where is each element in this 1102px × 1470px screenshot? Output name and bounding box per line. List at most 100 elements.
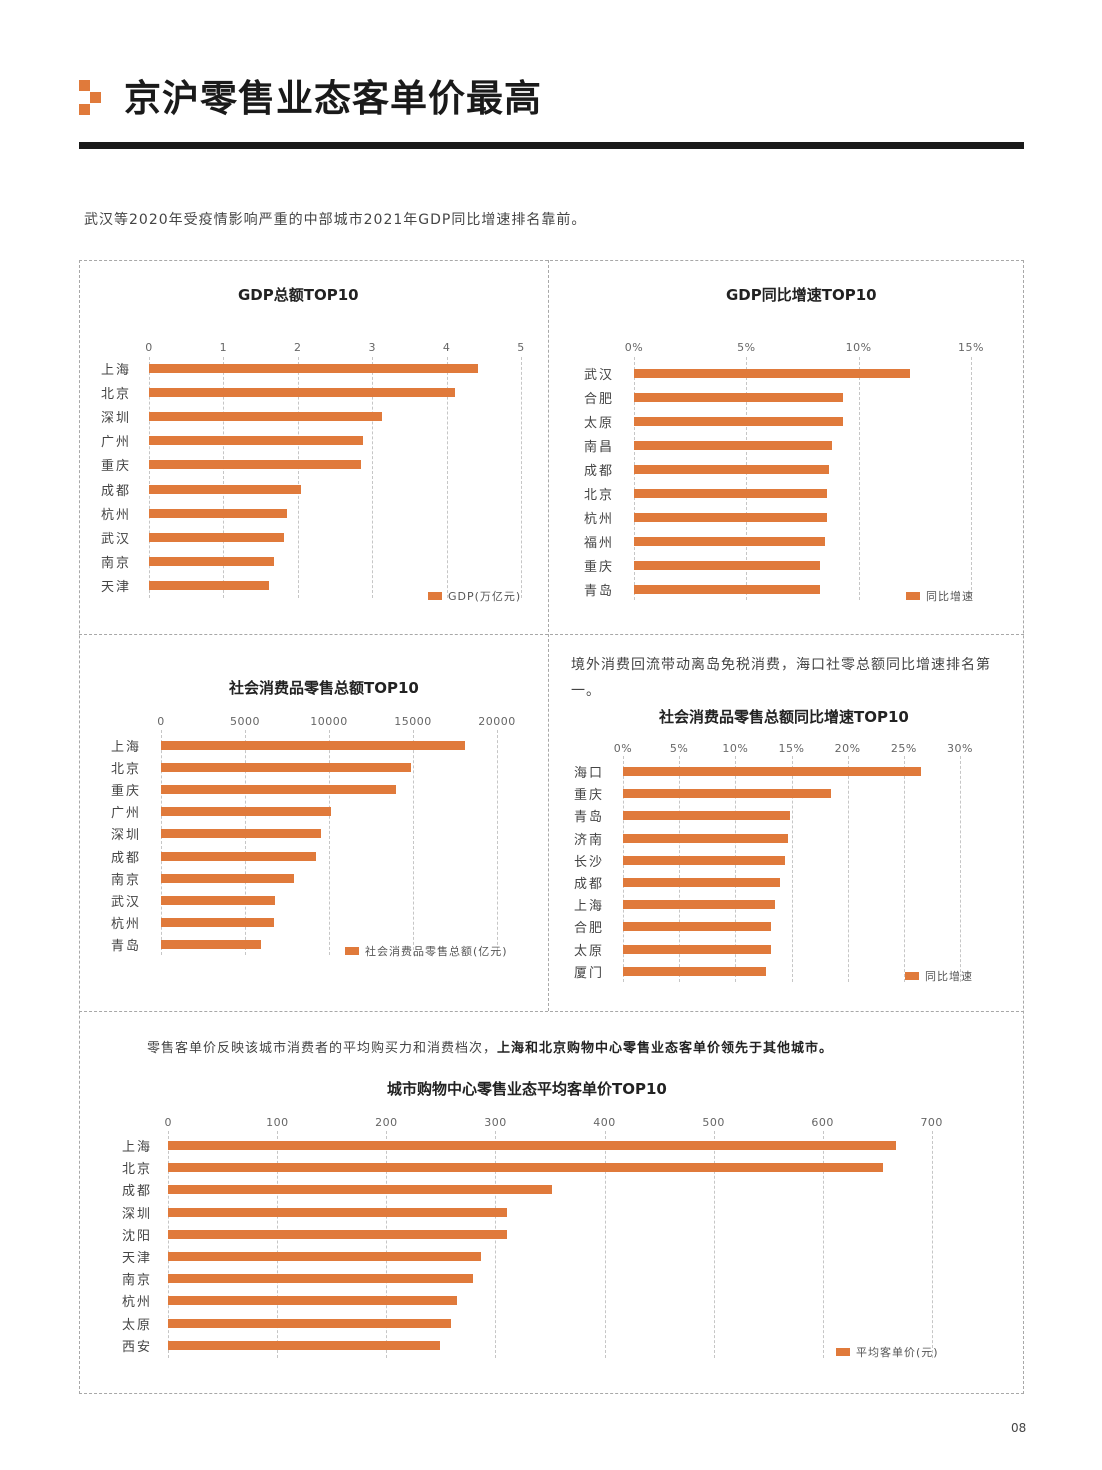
category-label: 海口 [573,766,604,781]
chart-title-retail-growth: 社会消费品零售总额同比增速TOP10 [659,708,909,726]
data-bar [168,1141,896,1150]
category-label: 西安 [121,1339,152,1355]
data-bar [634,513,828,522]
data-bar [161,939,262,949]
gridline [791,756,793,982]
chart-legend: 同比增速 [905,968,973,984]
axis-tick-label: 30% [947,742,973,755]
gridline [971,357,972,600]
legend-swatch-icon [906,592,920,600]
data-bar [168,1340,440,1350]
category-label: 重庆 [110,784,141,800]
gridline [497,730,498,955]
data-bar [623,811,791,821]
category-label: 上海 [121,1140,152,1155]
data-bar [149,460,362,470]
data-bar [161,741,465,750]
category-label: 南京 [110,872,141,888]
data-bar [168,1207,508,1217]
axis-tick-label: 700 [920,1116,943,1129]
category-label: 杭州 [583,512,614,527]
gridline [245,730,246,955]
gridline [161,730,162,955]
gridline [521,357,522,598]
note-retail-growth: 境外消费回流带动离岛免税消费，海口社零总额同比增速排名第一。 [571,657,991,699]
data-bar [623,789,831,799]
data-bar [623,767,921,776]
data-bar [149,532,284,542]
chart-title-retail-total: 社会消费品零售总额TOP10 [229,679,419,697]
data-bar [623,833,789,843]
title-divider [79,142,1024,149]
category-label: 北京 [110,762,141,778]
axis-tick-label: 100 [266,1116,289,1129]
axis-tick-label: 15% [958,341,984,354]
data-bar [634,393,843,402]
gridline [735,756,737,982]
category-label: 武汉 [110,894,141,910]
panel-divider-horizontal-2 [79,1011,1024,1012]
data-bar [149,364,478,373]
category-label: 深圳 [110,828,141,844]
gridline [931,1131,933,1358]
gridline [634,357,635,600]
axis-tick-label: 5% [669,742,689,755]
category-label: 重庆 [583,560,614,575]
category-label: 厦门 [573,965,604,981]
category-label: 合肥 [583,392,614,407]
panel-divider-vertical [548,260,549,1011]
data-bar [623,966,766,976]
axis-tick-label: 5% [737,341,756,354]
axis-tick-label: 0% [624,341,644,354]
gridline [623,756,624,982]
data-bar [168,1318,451,1328]
category-label: 南京 [121,1273,152,1289]
category-label: 成都 [110,850,141,866]
data-bar [161,895,276,905]
note-bold-text: 上海和北京购物中心零售业态客单价领先于其他城市。 [497,1041,834,1056]
category-label: 广州 [110,806,141,822]
gridline [746,357,748,600]
gridline [413,730,414,955]
axis-tick-label: 15000 [394,715,432,728]
data-bar [623,944,772,954]
data-bar [623,922,772,932]
data-bar [634,417,843,426]
category-label: 青岛 [573,810,604,826]
data-bar [149,580,269,590]
data-bar [634,441,832,450]
axis-tick-label: 0% [613,742,633,755]
chart-title-avg-ticket: 城市购物中心零售业态平均客单价TOP10 [387,1080,667,1098]
category-label: 成都 [121,1184,152,1200]
page-title: 京沪零售业态客单价最高 [124,77,542,120]
chart-legend: 平均客单价(元) [836,1344,939,1360]
data-bar [168,1274,473,1284]
axis-tick-label: 25% [890,742,917,755]
gridline [277,1131,279,1358]
data-bar [623,878,781,887]
gridline [604,1131,606,1358]
legend-swatch-icon [836,1348,850,1356]
panel-divider-horizontal-1 [79,634,1024,635]
category-label: 太原 [583,416,614,431]
axis-tick-label: 15% [778,742,805,755]
data-bar [168,1229,508,1239]
intro-text: 武汉等2020年受疫情影响严重的中部城市2021年GDP同比增速排名靠前。 [84,212,587,228]
category-label: 太原 [121,1317,152,1333]
category-label: 成都 [573,877,604,892]
category-label: 北京 [583,488,614,503]
axis-tick-label: 200 [375,1116,398,1129]
category-label: 太原 [573,943,604,959]
data-bar [634,585,821,594]
gridline [960,756,961,982]
axis-tick-label: 5000 [230,715,260,728]
category-label: 重庆 [100,459,131,475]
data-bar [161,785,396,795]
page-number: 08 [1011,1421,1027,1435]
axis-tick-label: 3 [368,341,376,354]
legend-swatch-icon [905,972,919,980]
category-label: 武汉 [100,531,131,547]
gridline [168,1131,170,1358]
category-label: 长沙 [573,854,604,870]
chart-title-gdp-growth: GDP同比增速TOP10 [726,286,877,304]
